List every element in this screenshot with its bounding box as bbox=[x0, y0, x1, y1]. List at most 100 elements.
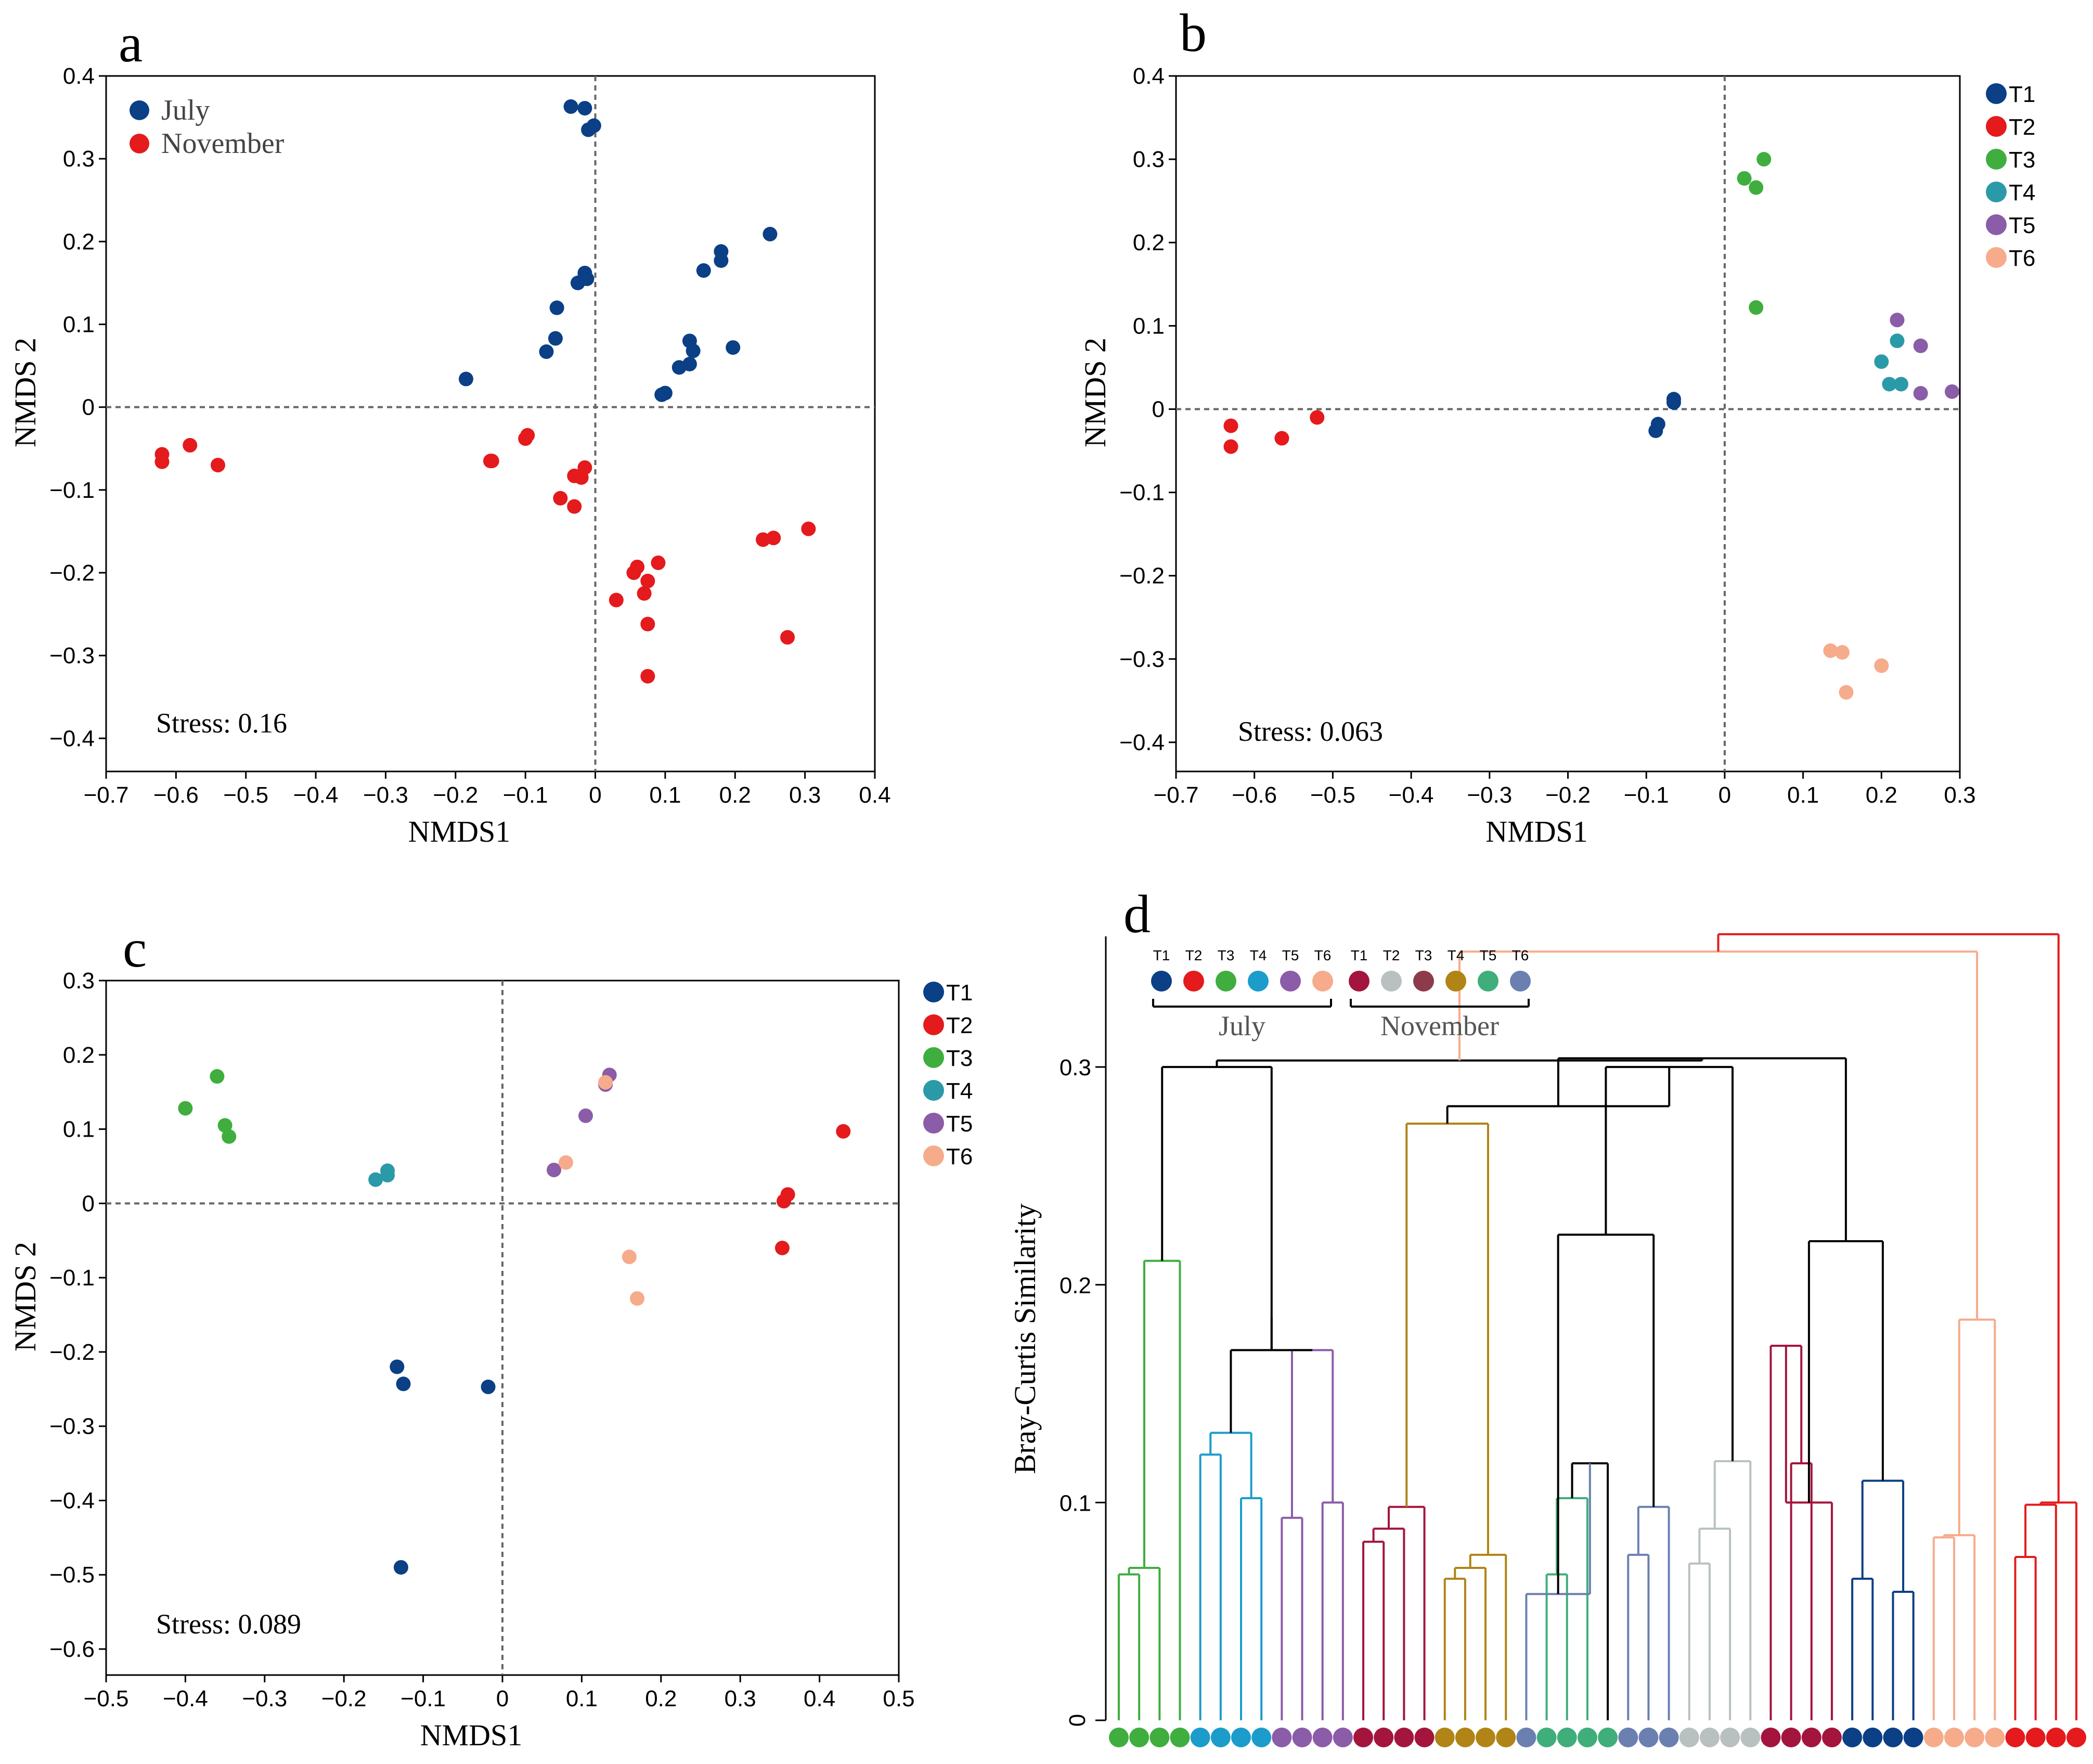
leaf-marker bbox=[1516, 1728, 1536, 1747]
y-tick-label: −0.4 bbox=[49, 1488, 95, 1513]
leaf-marker bbox=[1210, 1728, 1231, 1747]
x-tick-label: −0.5 bbox=[1310, 782, 1355, 808]
point-t5 bbox=[578, 1108, 593, 1123]
leaf-marker bbox=[2066, 1728, 2086, 1747]
leaf-marker bbox=[2025, 1728, 2046, 1747]
y-tick-label: 0.1 bbox=[1133, 313, 1165, 339]
y-tick-label: 0.3 bbox=[63, 146, 95, 172]
point-t3 bbox=[217, 1118, 232, 1133]
legend-label: T4 bbox=[1448, 947, 1465, 963]
leaf-marker bbox=[1801, 1728, 1821, 1747]
x-tick-label: −0.3 bbox=[363, 782, 408, 808]
leaf-marker bbox=[1557, 1728, 1577, 1747]
point-july bbox=[458, 371, 473, 387]
point-november bbox=[637, 586, 652, 601]
point-july bbox=[686, 343, 701, 358]
y-tick-label: 0.4 bbox=[1133, 63, 1165, 89]
y-tick-label: −0.4 bbox=[1119, 730, 1165, 755]
point-t1 bbox=[481, 1380, 496, 1395]
point-november bbox=[183, 437, 198, 453]
x-tick-label: −0.2 bbox=[1545, 782, 1591, 808]
panel-a: a −0.7 −0.6 −0.5 −0.4 −0.3 −0.2 −0.1 0 0.1 0.2 0.3 0… bbox=[8, 14, 891, 848]
point-july bbox=[563, 99, 578, 114]
x-tick-label: −0.6 bbox=[153, 782, 199, 808]
point-t3 bbox=[1737, 171, 1752, 186]
legend-marker bbox=[1986, 149, 2007, 170]
legend-label: T3 bbox=[1415, 947, 1432, 963]
legend-marker bbox=[1248, 971, 1269, 992]
point-t4 bbox=[380, 1163, 395, 1178]
leaf-marker bbox=[1903, 1728, 1923, 1747]
legend-marker bbox=[1510, 971, 1531, 992]
y-tick-label: 0 bbox=[1065, 1714, 1090, 1727]
legend-label: T2 bbox=[1185, 947, 1203, 963]
leaf-marker bbox=[1190, 1728, 1210, 1747]
point-november bbox=[640, 573, 655, 588]
point-t2 bbox=[1223, 418, 1238, 433]
y-tick-label: 0.2 bbox=[63, 229, 95, 254]
leaf-marker bbox=[1251, 1728, 1272, 1747]
leaf-marker bbox=[2046, 1728, 2066, 1747]
panel-letter-c: c bbox=[123, 919, 147, 978]
point-t1 bbox=[390, 1359, 405, 1374]
legend-marker bbox=[1986, 247, 2007, 268]
leaf-marker bbox=[1883, 1728, 1903, 1747]
y-tick-label: −0.2 bbox=[1119, 563, 1165, 589]
point-t3 bbox=[178, 1101, 193, 1116]
point-july bbox=[539, 344, 554, 359]
x-tick-label: 0.2 bbox=[645, 1686, 677, 1711]
stress-label: Stress: 0.089 bbox=[156, 1608, 301, 1640]
legend-label: T5 bbox=[2009, 213, 2035, 238]
legend-marker bbox=[1216, 971, 1236, 992]
legend-label: T1 bbox=[1153, 947, 1170, 963]
point-t2 bbox=[777, 1194, 792, 1209]
legend-marker bbox=[923, 1080, 944, 1101]
leaf-marker bbox=[1536, 1728, 1557, 1747]
x-tick-label: −0.2 bbox=[433, 782, 478, 808]
point-t6 bbox=[622, 1250, 637, 1265]
leaf-marker bbox=[1394, 1728, 1414, 1747]
leaf-marker bbox=[1699, 1728, 1720, 1747]
legend-label: T6 bbox=[2009, 246, 2035, 271]
y-tick-label: −0.2 bbox=[49, 1340, 95, 1365]
point-november bbox=[567, 499, 582, 514]
x-tick-label: 0 bbox=[1719, 782, 1731, 808]
point-november bbox=[553, 491, 568, 506]
point-t1 bbox=[1648, 423, 1663, 439]
y-axis-label: NMDS 2 bbox=[8, 1242, 42, 1351]
point-t4 bbox=[368, 1172, 383, 1187]
point-t2 bbox=[1223, 439, 1238, 454]
point-t6 bbox=[1839, 685, 1854, 700]
legend-marker bbox=[1151, 971, 1172, 992]
x-tick-label: −0.1 bbox=[1624, 782, 1669, 808]
legend-marker bbox=[1280, 971, 1301, 992]
legend-marker bbox=[130, 100, 149, 120]
x-tick-label: −0.7 bbox=[1154, 782, 1199, 808]
legend-label: T2 bbox=[1383, 947, 1400, 963]
legend-marker bbox=[1986, 182, 2007, 202]
point-t3 bbox=[1749, 300, 1764, 315]
x-tick-label: 0.3 bbox=[725, 1686, 756, 1711]
y-tick-label: 0.3 bbox=[1133, 147, 1165, 172]
stress-label: Stress: 0.063 bbox=[1238, 716, 1383, 747]
legend-marker bbox=[1349, 971, 1370, 992]
x-tick-label: −0.4 bbox=[293, 782, 339, 808]
legend-marker bbox=[130, 134, 149, 153]
legend-label: T5 bbox=[1282, 947, 1299, 963]
point-july bbox=[549, 300, 564, 315]
x-tick-label: −0.5 bbox=[223, 782, 268, 808]
x-tick-label: 0.1 bbox=[649, 782, 681, 808]
x-tick-label: −0.3 bbox=[242, 1686, 287, 1711]
point-july bbox=[577, 101, 592, 116]
leaf-marker bbox=[1374, 1728, 1394, 1747]
y-axis-label: Bray-Curtis Similarity bbox=[1008, 1203, 1042, 1474]
leaf-marker bbox=[1476, 1728, 1496, 1747]
x-tick-label: 0.2 bbox=[719, 782, 751, 808]
leaf-marker bbox=[1496, 1728, 1516, 1747]
leaf-marker bbox=[1312, 1728, 1333, 1747]
leaf-marker bbox=[1842, 1728, 1863, 1747]
x-tick-label: −0.3 bbox=[1467, 782, 1512, 808]
y-tick-label: −0.3 bbox=[1119, 647, 1165, 672]
x-tick-label: −0.2 bbox=[321, 1686, 367, 1711]
